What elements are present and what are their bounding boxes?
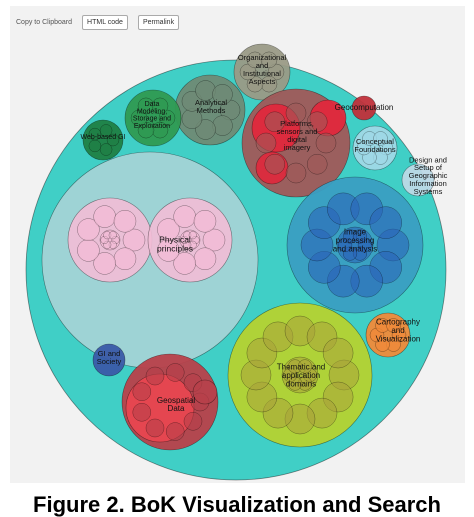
permalink-button[interactable]: Permalink [137, 14, 180, 30]
geospatial-data-node[interactable] [132, 382, 152, 401]
design-setup-circle[interactable] [401, 163, 435, 197]
analytical-methods-node[interactable] [212, 84, 233, 105]
physical-principles-node[interactable] [77, 239, 100, 262]
physical-principles-node[interactable] [157, 218, 180, 241]
geospatial-data-node[interactable] [165, 422, 185, 441]
organizational-node[interactable] [260, 51, 278, 69]
analytical-methods-node[interactable] [195, 119, 216, 140]
organizational-label: Organizational and Institutional Aspects [238, 53, 287, 86]
physical-principles-node[interactable] [93, 205, 116, 228]
web-based-gi-node[interactable] [99, 143, 113, 156]
platforms-sensors-node[interactable] [315, 132, 337, 154]
physical-principles-node[interactable] [122, 228, 146, 252]
platforms-sensors-node[interactable] [264, 153, 286, 175]
html-code-button[interactable]: HTML code [82, 14, 128, 30]
physical-principles-node[interactable] [193, 247, 217, 271]
web-based-gi-node[interactable] [88, 139, 102, 153]
copy-to-clipboard-label: Copy to Clipboard [16, 18, 73, 26]
physical-principles-node[interactable] [113, 209, 137, 233]
web-based-gi-node[interactable] [88, 127, 102, 141]
conceptual-foundations-node[interactable] [373, 131, 388, 146]
cartography-node[interactable] [386, 318, 401, 333]
image-processing-label: Image processing and analysis [333, 228, 377, 254]
conceptual-foundations-label: Conceptual Foundations [354, 137, 396, 154]
platforms-sensors-node[interactable] [285, 162, 307, 184]
analytical-methods-node[interactable] [212, 115, 233, 136]
image-processing-node[interactable] [369, 206, 402, 239]
toolbar: Copy to Clipboard HTML code Permalink [16, 14, 180, 30]
geospatial-data-node[interactable] [145, 418, 165, 438]
physical-principles-node[interactable] [77, 218, 100, 241]
geospatial-data-node[interactable] [165, 363, 185, 382]
organizational-node[interactable] [267, 63, 285, 81]
data-modeling-node[interactable] [130, 109, 148, 127]
web-based-gi-node[interactable] [106, 133, 120, 147]
thematic-node[interactable] [322, 337, 354, 369]
platforms-sensors-label: Platforms, sensors and digital imagery [277, 119, 318, 152]
physical-principles-node[interactable] [93, 252, 116, 275]
physical-principles-label: Physical principles [157, 235, 193, 254]
data-modeling-node[interactable] [137, 121, 155, 139]
analytical-methods-node[interactable] [181, 91, 203, 112]
platforms-sensors-node[interactable] [306, 153, 328, 175]
physical-principles-node[interactable] [202, 228, 226, 252]
physical-principles-node[interactable] [173, 205, 196, 228]
organizational-node[interactable] [239, 63, 257, 81]
geospatial-data-label: Geospatial Data [157, 396, 195, 413]
image-processing-node[interactable] [352, 229, 368, 244]
cartography-label: Cartography and Visualization [376, 318, 421, 344]
physical-principles-node[interactable] [108, 231, 117, 240]
physical-principles-node[interactable] [173, 252, 196, 275]
circle-packing-visualization[interactable]: Physical principles Organizational and Insti… [10, 36, 465, 481]
figure-caption: Figure 2. BoK Visualization and Search [33, 492, 441, 517]
geospatial-data-node[interactable] [132, 403, 152, 422]
organizational-node[interactable] [246, 75, 264, 93]
analytical-methods-label: Analytical Methods [195, 98, 227, 115]
physical-principles-node[interactable] [188, 231, 197, 240]
platforms-sensors-node[interactable] [285, 102, 307, 124]
geospatial-data-node[interactable] [192, 379, 218, 405]
web-based-gi-node[interactable] [99, 124, 113, 137]
thematic-label: Thematic and application domains [277, 363, 325, 389]
gi-and-society-circle[interactable] [92, 343, 126, 377]
gi-and-society-label: GI and Society [97, 349, 122, 366]
platforms-sensors-node[interactable] [264, 111, 286, 133]
geocomputation-label: Geocomputation [335, 103, 394, 112]
data-modeling-node[interactable] [151, 97, 169, 115]
platforms-sensors-node[interactable] [255, 132, 277, 154]
data-modeling-label: Data Modeling, Storage and Exploitation [133, 101, 171, 130]
thematic-node[interactable] [297, 359, 313, 374]
data-modeling-node[interactable] [158, 109, 176, 127]
geospatial-data-node[interactable] [145, 366, 165, 386]
web-based-gi-label: Web-based GI [80, 134, 125, 141]
physical-principles-node[interactable] [193, 209, 217, 233]
physical-principles-node[interactable] [113, 247, 137, 271]
geospatial-data-node[interactable] [183, 412, 203, 431]
design-setup-label: Design and Setup of Geographic Information S… [409, 155, 448, 196]
platforms-sensors-node[interactable] [306, 111, 328, 133]
geocomputation-circle[interactable] [351, 95, 377, 121]
